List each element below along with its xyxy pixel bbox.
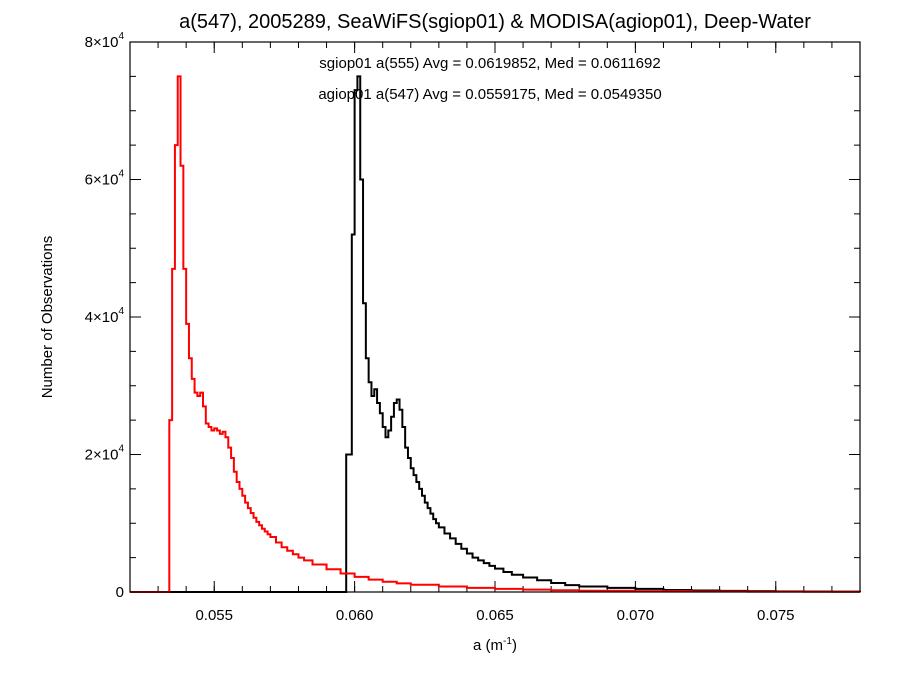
y-tick-label: 2×104 xyxy=(85,444,125,464)
y-tick-label: 8×104 xyxy=(85,31,125,51)
y-tick-label-exponent: 4 xyxy=(118,306,124,317)
y-tick-label-exponent: 4 xyxy=(118,444,124,455)
chart-title: a(547), 2005289, SeaWiFS(sgiop01) & MODI… xyxy=(179,11,811,33)
plot-frame xyxy=(129,41,861,593)
y-axis-label: Number of Observations xyxy=(39,236,56,399)
x-tick-label: 0.065 xyxy=(476,607,514,624)
y-tick-label-exponent: 4 xyxy=(118,169,124,180)
y-tick-label-base: 2×10 xyxy=(85,447,119,464)
y-tick-label-exponent: 4 xyxy=(118,31,124,42)
y-tick-label-base: 8×10 xyxy=(85,34,119,51)
series-annotation-agiop01: agiop01 a(547) Avg = 0.0559175, Med = 0.… xyxy=(318,86,661,103)
x-tick-label: 0.075 xyxy=(757,607,795,624)
x-axis-label-base: a (m xyxy=(473,637,503,654)
y-tick-label-base: 6×10 xyxy=(85,172,119,189)
x-tick-label: 0.070 xyxy=(617,607,655,624)
x-tick-label: 0.055 xyxy=(195,607,233,624)
x-tick-labels: 0.055 0.060 0.065 0.070 0.075 xyxy=(195,607,794,624)
y-tick-label-base: 0 xyxy=(116,584,124,601)
x-axis-label-close: ) xyxy=(512,637,517,654)
series-layer xyxy=(130,75,861,593)
series-line-sgiop01 xyxy=(158,75,861,593)
series-annotation-sgiop01: sgiop01 a(555) Avg = 0.0619852, Med = 0.… xyxy=(319,55,660,72)
y-tick-label: 0 xyxy=(116,584,124,601)
series-line-agiop01 xyxy=(130,75,861,593)
y-tick-label-base: 4×10 xyxy=(85,309,119,326)
y-tick-label: 6×104 xyxy=(85,169,125,189)
axis-ticks xyxy=(129,41,861,593)
x-axis-label-sup: -1 xyxy=(503,636,512,647)
x-tick-label: 0.060 xyxy=(336,607,374,624)
x-axis-label: a (m-1) xyxy=(473,636,517,654)
y-tick-label: 4×104 xyxy=(85,306,125,326)
